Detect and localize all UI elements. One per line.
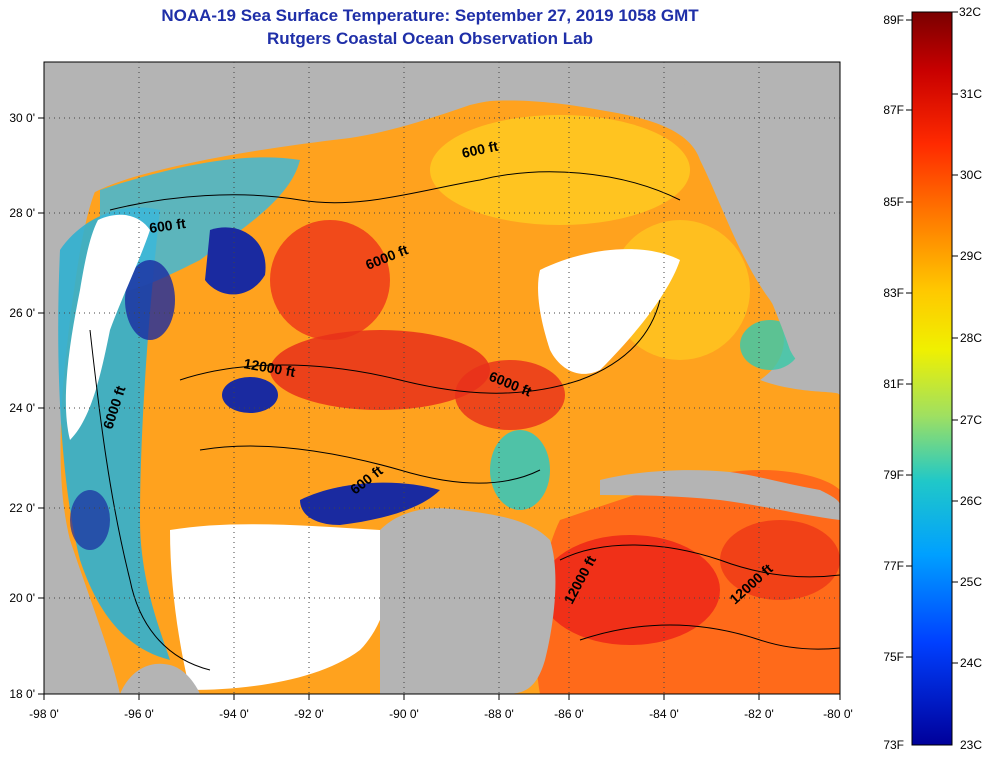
contour-label: 600 ft bbox=[460, 138, 499, 161]
colorbar-c-label: 29C bbox=[960, 249, 982, 263]
lat-tick-label: 28 0' bbox=[9, 206, 35, 220]
colorbar-f-label: 81F bbox=[883, 377, 904, 391]
lon-tick-label: -94 0' bbox=[219, 707, 249, 721]
lon-tick-label: -92 0' bbox=[294, 707, 324, 721]
colorbar-f-label: 79F bbox=[883, 468, 904, 482]
contour-label: 600 ft bbox=[148, 215, 187, 236]
ocean-field bbox=[44, 62, 840, 694]
lon-tick-label: -86 0' bbox=[554, 707, 584, 721]
colorbar bbox=[911, 11, 953, 746]
lon-tick-label: -90 0' bbox=[389, 707, 419, 721]
colorbar-f-label: 87F bbox=[883, 103, 904, 117]
colorbar-c-label: 28C bbox=[960, 331, 982, 345]
plot-frame bbox=[43, 61, 841, 695]
lat-tick-label: 20 0' bbox=[9, 591, 35, 605]
colorbar-f-label: 77F bbox=[883, 559, 904, 573]
lat-tick-label: 24 0' bbox=[9, 401, 35, 415]
colorbar-f-label: 85F bbox=[883, 195, 904, 209]
lon-tick-label: -84 0' bbox=[649, 707, 679, 721]
colorbar-f-label: 73F bbox=[883, 738, 904, 752]
colorbar-c-label: 26C bbox=[960, 494, 982, 508]
grid-lines bbox=[44, 62, 840, 694]
lat-tick-label: 26 0' bbox=[9, 306, 35, 320]
colorbar-c-label: 24C bbox=[960, 656, 982, 670]
map-title: NOAA-19 Sea Surface Temperature: Septemb… bbox=[161, 6, 699, 25]
map-subtitle: Rutgers Coastal Ocean Observation Lab bbox=[267, 29, 593, 48]
lat-tick-label: 18 0' bbox=[9, 687, 35, 701]
colorbar-c-label: 27C bbox=[960, 413, 982, 427]
lat-tick-label: 22 0' bbox=[9, 501, 35, 515]
colorbar-c-label: 30C bbox=[960, 168, 982, 182]
colorbar-c-label: 25C bbox=[960, 575, 982, 589]
lon-tick-label: -88 0' bbox=[484, 707, 514, 721]
lat-tick-label: 30 0' bbox=[9, 111, 35, 125]
colorbar-c-label: 32C bbox=[959, 5, 981, 19]
colorbar-c-label: 23C bbox=[960, 738, 982, 752]
colorbar-f-label: 75F bbox=[883, 650, 904, 664]
colorbar-ticks bbox=[906, 11, 958, 664]
colorbar-f-label: 83F bbox=[883, 286, 904, 300]
lon-tick-label: -80 0' bbox=[823, 707, 853, 721]
colorbar-f-label: 89F bbox=[883, 13, 904, 27]
lon-tick-label: -98 0' bbox=[29, 707, 59, 721]
lon-tick-label: -82 0' bbox=[744, 707, 774, 721]
axis-ticks bbox=[38, 117, 841, 700]
lon-tick-label: -96 0' bbox=[124, 707, 154, 721]
colorbar-c-label: 31C bbox=[960, 87, 982, 101]
